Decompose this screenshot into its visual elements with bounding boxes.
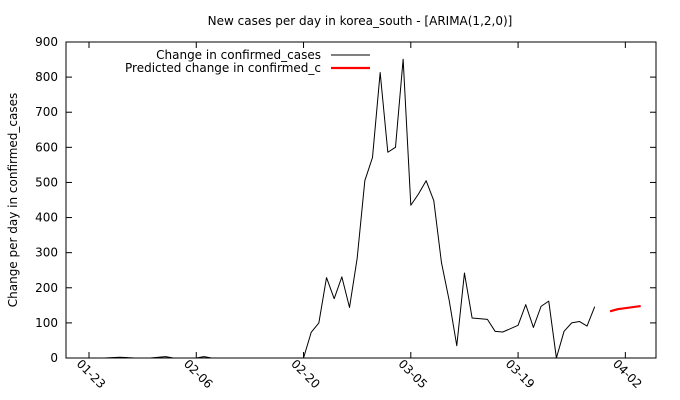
series-line-actual — [88, 58, 596, 359]
series-line-predicted — [609, 304, 641, 313]
y-tick-label: 900 — [35, 35, 58, 49]
y-tick-label: 100 — [35, 316, 58, 330]
y-tick-label: 200 — [35, 281, 58, 295]
y-axis-label: Change per day in confirmed_cases — [6, 93, 20, 308]
y-tick-label: 600 — [35, 140, 58, 154]
y-tick-label: 300 — [35, 246, 58, 260]
y-tick-label: 800 — [35, 70, 58, 84]
plot-frame — [65, 41, 657, 359]
y-axis: 0 100 200 300 400 500 600 700 800 900 — [35, 35, 656, 365]
legend-label-0: Change in confirmed_cases — [156, 48, 321, 62]
y-tick-label: 400 — [35, 211, 58, 225]
legend-label-1: Predicted change in confirmed_c — [125, 61, 321, 75]
y-tick-label: 500 — [35, 175, 58, 189]
series-layer — [88, 58, 641, 359]
y-tick-label: 0 — [50, 351, 58, 365]
chart-title: New cases per day in korea_south - [ARIM… — [208, 14, 513, 28]
y-tick-label: 700 — [35, 105, 58, 119]
